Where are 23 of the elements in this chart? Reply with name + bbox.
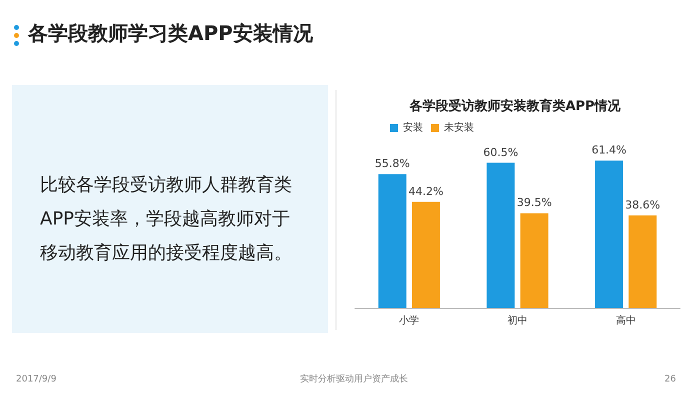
bar <box>520 213 548 308</box>
legend-label: 未安装 <box>444 122 474 134</box>
x-tick-label: 初中 <box>508 314 528 326</box>
data-label: 55.8% <box>374 157 410 170</box>
bar <box>595 160 624 308</box>
legend-label: 安装 <box>403 122 423 134</box>
data-label: 39.5% <box>516 196 552 210</box>
text: 26 <box>664 374 676 384</box>
text: 各学段教师学习类APP安装情况 <box>27 21 314 45</box>
data-label: 60.5% <box>483 146 518 159</box>
text: 比较各学段受访教师人群教育类APP安装率，学段越高教师对于移动教育应用的接受程度越高。 <box>40 174 292 264</box>
data-label: 44.2% <box>408 184 444 198</box>
data-label: 38.6% <box>625 198 660 212</box>
bar <box>378 174 406 308</box>
bar <box>486 162 515 308</box>
x-tick-label: 小学 <box>399 314 420 326</box>
data-label: 61.4% <box>592 144 627 157</box>
chart-subtitle: 各学段受访教师安装教育类APP情况 <box>408 98 622 114</box>
text: 实时分析驱动用户资产成长 <box>300 374 408 384</box>
bar <box>628 215 657 308</box>
bar <box>412 202 440 308</box>
x-tick-label: 高中 <box>616 314 636 326</box>
text: 2017/9/9 <box>16 374 57 384</box>
